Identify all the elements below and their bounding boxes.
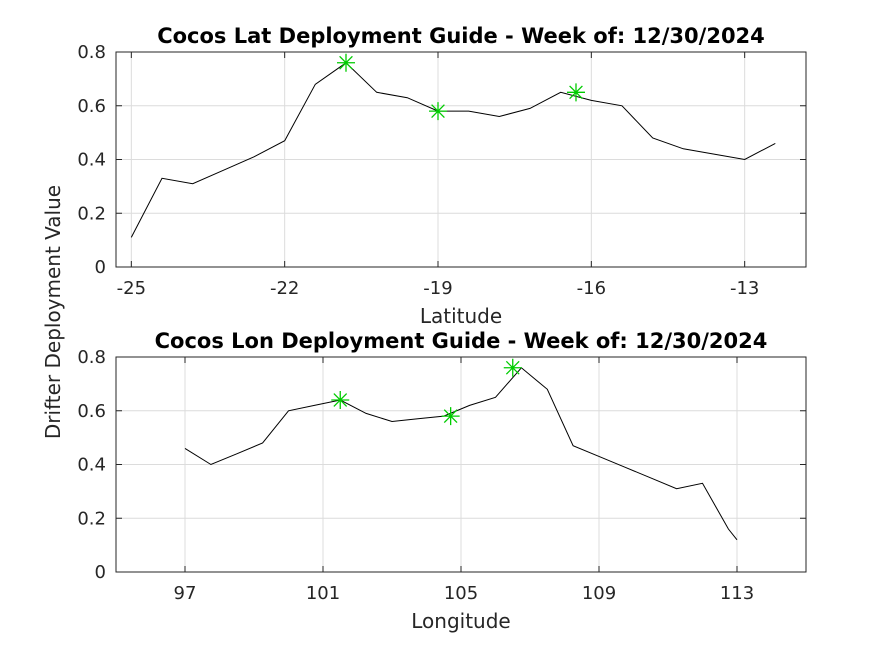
lon-x-tick-label: 109 (582, 583, 616, 604)
lat-chart-title: Cocos Lat Deployment Guide - Week of: 12… (157, 24, 765, 48)
lat-series-line (130, 62, 776, 238)
lat-x-tick-label: -13 (730, 278, 759, 299)
lon-y-tick-label: 0 (95, 562, 106, 583)
lat-y-tick-label: 0.4 (77, 150, 106, 171)
lat-peak-marker (337, 53, 355, 72)
lon-x-tick-label: 97 (174, 583, 197, 604)
lon-peak-marker (331, 391, 350, 409)
lon-y-tick-label: 0.8 (77, 347, 106, 368)
lat-peak-marker (567, 83, 585, 102)
lon-y-tick-label: 0.6 (77, 401, 106, 422)
lat-y-tick-label: 0.6 (77, 96, 106, 117)
lat-y-tick-label: 0.2 (77, 203, 106, 224)
lon-peak-marker (503, 358, 522, 377)
lon-y-tick-label: 0.2 (77, 508, 106, 529)
lon-peak-marker (441, 407, 460, 426)
lat-y-tick-label: 0 (95, 257, 106, 278)
lon-series-line (184, 367, 738, 541)
lat-x-axis-label: Latitude (420, 304, 502, 328)
lat-y-tick-label: 0.8 (77, 42, 106, 63)
lon-x-tick-label: 113 (720, 583, 754, 604)
y-axis-label: Drifter Deployment Value (41, 185, 65, 439)
lon-chart: 97 101 105 109 113 0 0.2 0.4 0.6 0.8 Cocos Lon De… (77, 329, 807, 633)
lon-x-axis-label: Longitude (411, 609, 510, 633)
lon-y-tick-label: 0.4 (77, 455, 106, 476)
lat-chart: -25 -22 -19 -16 -13 0 0.2 0.4 0.6 0.8 Cocos Lat D… (77, 24, 807, 328)
lat-x-tick-label: -25 (117, 278, 146, 299)
lat-x-tick-label: -22 (270, 278, 299, 299)
lat-peak-marker (429, 102, 447, 121)
lat-x-tick-label: -19 (423, 278, 452, 299)
lon-x-tick-label: 105 (444, 583, 478, 604)
lat-x-tick-label: -16 (577, 278, 606, 299)
lon-x-tick-label: 101 (306, 583, 340, 604)
lon-chart-title: Cocos Lon Deployment Guide - Week of: 12… (155, 329, 768, 353)
